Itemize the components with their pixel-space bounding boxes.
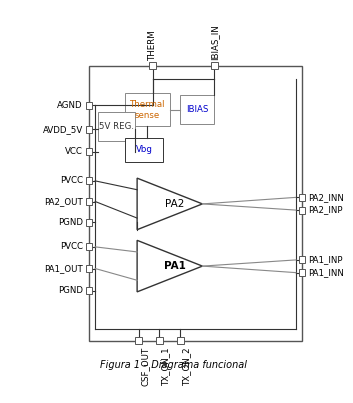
Text: PA2: PA2 (165, 199, 185, 209)
Bar (149, 62, 156, 69)
Text: CSF_OUT: CSF_OUT (140, 347, 150, 386)
Bar (176, 337, 184, 344)
Text: PGND: PGND (58, 218, 83, 226)
Bar (85, 243, 92, 250)
Bar (85, 198, 92, 205)
Bar (125, 138, 163, 162)
Text: AGND: AGND (57, 101, 83, 110)
Text: TX_ON_2: TX_ON_2 (182, 347, 191, 386)
Text: PA1_INP: PA1_INP (308, 256, 343, 264)
Text: PA2_OUT: PA2_OUT (44, 197, 83, 206)
Text: IBIAS: IBIAS (186, 105, 208, 114)
Bar (299, 256, 305, 263)
Bar (85, 265, 92, 272)
Text: PA2_INN: PA2_INN (308, 193, 344, 202)
Bar (180, 95, 214, 124)
Text: IBIAS_IN: IBIAS_IN (210, 24, 219, 60)
Text: PA1_INN: PA1_INN (308, 268, 344, 277)
Polygon shape (137, 178, 202, 230)
Bar (211, 62, 218, 69)
Text: PA1_OUT: PA1_OUT (44, 264, 83, 273)
Bar (85, 177, 92, 184)
Bar (97, 112, 136, 141)
Text: PVCC: PVCC (60, 177, 83, 185)
Bar (85, 102, 92, 109)
Bar (85, 287, 92, 294)
Bar (156, 337, 163, 344)
Bar (299, 194, 305, 201)
Text: PA2_INP: PA2_INP (308, 206, 343, 214)
Text: Figura 1 – Diagrama funcional: Figura 1 – Diagrama funcional (100, 360, 247, 370)
Polygon shape (137, 240, 202, 292)
Text: THERM: THERM (148, 29, 157, 60)
Text: AVDD_5V: AVDD_5V (43, 125, 83, 134)
Bar (85, 219, 92, 226)
Bar (125, 93, 170, 126)
Text: TX_ON_1: TX_ON_1 (161, 347, 170, 386)
Bar (85, 126, 92, 133)
Bar (299, 207, 305, 214)
Bar (89, 66, 302, 341)
Text: Thermal
sense: Thermal sense (130, 100, 165, 120)
Text: 5V REG.: 5V REG. (99, 122, 134, 131)
Bar (85, 148, 92, 155)
Text: PVCC: PVCC (60, 242, 83, 251)
Text: PGND: PGND (58, 287, 83, 295)
Text: PA1: PA1 (164, 261, 186, 271)
Bar (136, 337, 142, 344)
Text: VCC: VCC (65, 147, 83, 156)
Bar (299, 269, 305, 276)
Text: Vbg: Vbg (136, 145, 152, 154)
